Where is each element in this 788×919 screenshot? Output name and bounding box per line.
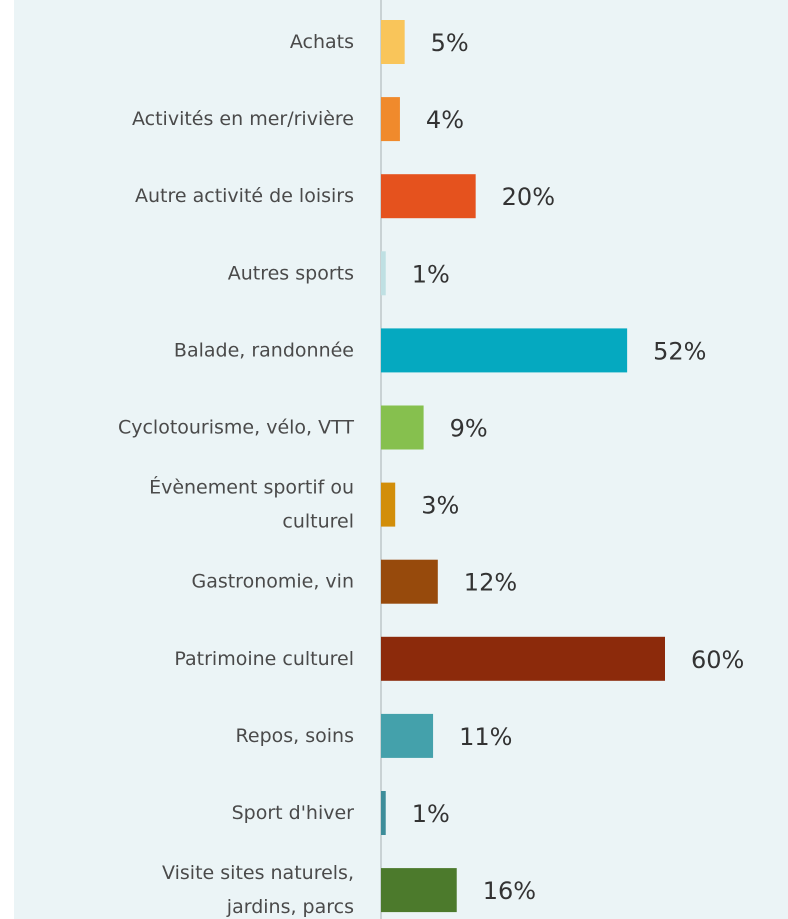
bar — [381, 482, 396, 527]
bar — [381, 405, 424, 450]
category-label: Autre activité de loisirs — [135, 185, 354, 207]
value-label: 1% — [412, 260, 450, 288]
bar — [381, 174, 476, 219]
bar — [381, 251, 386, 296]
category-label: Gastronomie, vin — [191, 570, 354, 592]
category-label: Évènement sportif ou culturel — [149, 475, 354, 532]
bar — [381, 20, 405, 64]
bar — [381, 97, 400, 142]
value-label: 11% — [459, 723, 512, 751]
value-label: 12% — [464, 569, 517, 597]
category-label: Achats — [290, 31, 354, 53]
value-label: 4% — [426, 106, 464, 134]
category-label: Sport d'hiver — [232, 802, 355, 824]
category-label: Patrimoine culturel — [174, 647, 354, 669]
value-label: 16% — [483, 877, 536, 905]
value-label: 3% — [421, 492, 459, 520]
value-label: 20% — [502, 183, 555, 211]
bar — [381, 868, 457, 913]
category-label: Activités en mer/rivière — [132, 108, 354, 130]
bar — [381, 328, 628, 373]
value-label: 5% — [431, 29, 469, 57]
bar — [381, 636, 665, 681]
value-label: 60% — [691, 646, 744, 674]
value-label: 1% — [412, 800, 450, 828]
value-label: 9% — [450, 415, 488, 443]
category-label: Cyclotourisme, vélo, VTT — [118, 416, 354, 438]
bar — [381, 791, 386, 835]
bar — [381, 559, 438, 604]
category-label: Autres sports — [228, 262, 354, 284]
category-label: Visite sites naturels, jardins, parcs — [162, 862, 354, 918]
chart-background — [14, 0, 788, 919]
bar — [381, 713, 434, 758]
category-label: Balade, randonnée — [174, 339, 354, 361]
value-label: 52% — [653, 337, 706, 365]
category-label: Repos, soins — [236, 724, 354, 746]
